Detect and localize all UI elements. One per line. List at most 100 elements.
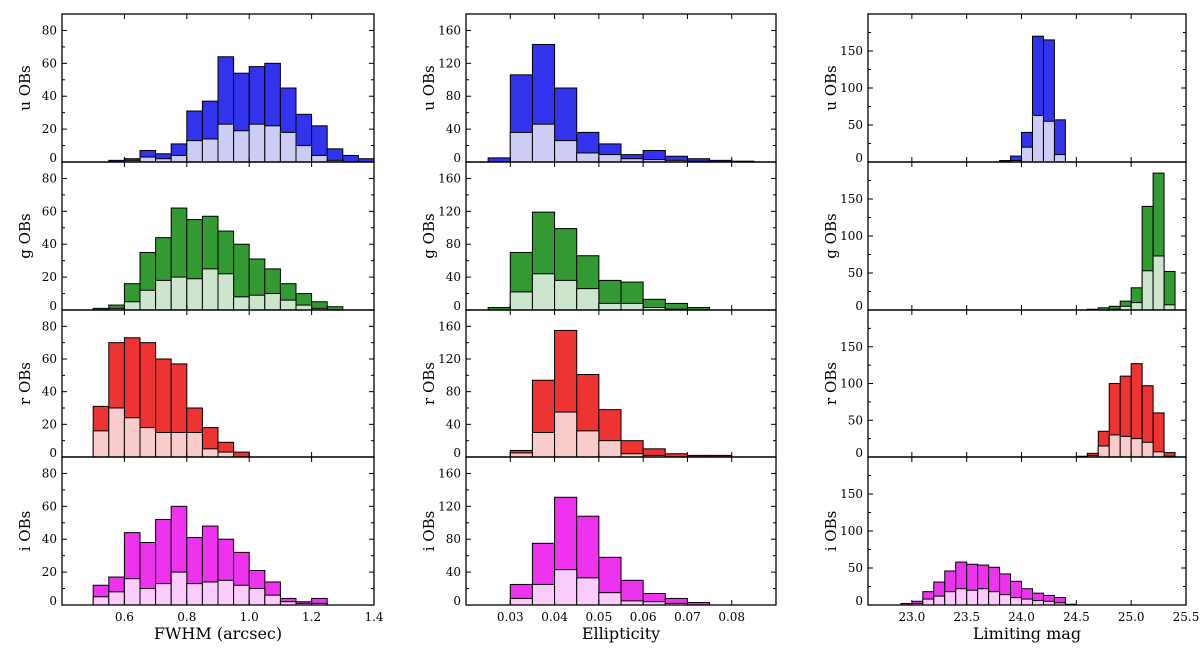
y-tick-label: 50 bbox=[848, 266, 863, 280]
y-axis-label: r OBs bbox=[16, 362, 34, 405]
bar-subset bbox=[155, 432, 172, 458]
panel-u-1: 0 20 40 60 80 u OBs bbox=[16, 13, 375, 165]
y-tick-label: 0 bbox=[453, 446, 461, 460]
y-tick-label: 20 bbox=[42, 270, 57, 284]
bar-subset bbox=[123, 578, 141, 606]
panel-u-2: 0 40 80 120 160 u OBs bbox=[420, 13, 777, 165]
y-tick-label: 80 bbox=[446, 532, 461, 546]
x-tick-label: 25.5 bbox=[1173, 610, 1200, 624]
bar-subset bbox=[509, 291, 533, 311]
y-tick-label: 60 bbox=[42, 352, 57, 366]
y-tick-label: 160 bbox=[438, 466, 461, 480]
panel-g-2: 0 40 80 120 160 g OBs bbox=[420, 161, 777, 313]
panel-i-2: 0 40 80 120 160 i OBs bbox=[420, 456, 777, 608]
bar-subset bbox=[1141, 441, 1154, 458]
y-tick-label: 120 bbox=[438, 56, 461, 70]
bar-subset bbox=[108, 407, 125, 458]
bar-subset bbox=[1130, 438, 1143, 458]
bar-subset bbox=[279, 299, 297, 311]
y-tick-label: 0 bbox=[855, 446, 863, 460]
bar-subset bbox=[1108, 434, 1121, 458]
y-axis-label: i OBs bbox=[822, 511, 840, 552]
bar-subset bbox=[988, 591, 1001, 606]
bar-subset bbox=[217, 579, 235, 606]
x-tick-label: 25.0 bbox=[1118, 610, 1145, 624]
bar-total bbox=[1163, 271, 1176, 311]
x-tick-label: 0.8 bbox=[177, 610, 196, 624]
x-tick-label: 0.04 bbox=[541, 610, 568, 624]
y-tick-label: 20 bbox=[42, 122, 57, 136]
x-tick-label: 0.07 bbox=[674, 610, 701, 624]
x-axis-label: Limiting mag bbox=[973, 624, 1081, 643]
bar-subset bbox=[1010, 597, 1023, 606]
y-axis-label: g OBs bbox=[822, 213, 840, 258]
y-tick-label: 60 bbox=[42, 56, 57, 70]
bar-subset bbox=[598, 592, 622, 606]
y-tick-label: 80 bbox=[42, 466, 57, 480]
bar-subset bbox=[944, 591, 957, 606]
bar-subset bbox=[1021, 598, 1033, 606]
y-tick-label: 0 bbox=[855, 151, 863, 165]
bar-subset bbox=[1042, 120, 1055, 163]
bar-subset bbox=[264, 293, 281, 311]
x-tick-label: 24.0 bbox=[1008, 610, 1035, 624]
x-axis-label: FWHM (arcsec) bbox=[154, 624, 282, 643]
bar-subset bbox=[922, 598, 935, 606]
bar-subset bbox=[576, 288, 600, 311]
panel-r-2: 0 40 80 120 160 r OBs bbox=[420, 309, 777, 460]
bar-subset bbox=[1130, 302, 1143, 311]
bar-subset bbox=[264, 125, 281, 163]
y-axis-label: r OBs bbox=[420, 362, 438, 405]
bar-subset bbox=[966, 589, 979, 606]
bar-subset bbox=[1021, 146, 1033, 163]
bar-subset bbox=[554, 279, 578, 311]
bar-subset bbox=[139, 588, 157, 606]
bar-subset bbox=[139, 289, 157, 311]
bar-subset bbox=[554, 569, 578, 606]
bar-subset bbox=[999, 594, 1012, 606]
y-tick-label: 80 bbox=[446, 385, 461, 399]
x-tick-label: 23.0 bbox=[899, 610, 926, 624]
bar-subset bbox=[1119, 435, 1132, 458]
x-tick-label: 0.06 bbox=[630, 610, 657, 624]
y-tick-label: 40 bbox=[446, 565, 461, 579]
x-axis-label: Ellipticity bbox=[582, 624, 660, 643]
bar-subset bbox=[217, 123, 235, 163]
bar-subset bbox=[1031, 114, 1044, 163]
y-tick-label: 0 bbox=[453, 594, 461, 608]
y-tick-label: 60 bbox=[42, 499, 57, 513]
bar-subset bbox=[509, 131, 533, 163]
panel-r-1: 0 20 40 60 80 r OBs bbox=[16, 309, 375, 460]
y-tick-label: 100 bbox=[840, 524, 863, 538]
y-tick-label: 0 bbox=[453, 299, 461, 313]
bar-subset bbox=[531, 583, 556, 606]
panel-frame bbox=[465, 456, 777, 606]
bar-subset bbox=[531, 432, 556, 458]
bar-subset bbox=[186, 583, 203, 606]
bar-subset bbox=[170, 276, 188, 311]
bar-subset bbox=[186, 140, 203, 163]
y-tick-label: 160 bbox=[438, 319, 461, 333]
bar-subset bbox=[92, 596, 110, 606]
bar-subset bbox=[170, 432, 188, 458]
y-tick-label: 100 bbox=[840, 377, 863, 391]
bar-subset bbox=[1141, 270, 1154, 311]
y-tick-label: 20 bbox=[42, 417, 57, 431]
y-axis-label: r OBs bbox=[822, 362, 840, 405]
bar-subset bbox=[977, 588, 990, 606]
y-tick-label: 40 bbox=[42, 532, 57, 546]
bar-subset bbox=[139, 156, 157, 163]
bar-subset bbox=[554, 140, 578, 163]
y-tick-label: 160 bbox=[438, 23, 461, 37]
bar-subset bbox=[955, 588, 968, 606]
y-tick-label: 80 bbox=[42, 171, 57, 185]
y-tick-label: 50 bbox=[848, 118, 863, 132]
bar-total bbox=[1152, 412, 1165, 458]
y-tick-label: 50 bbox=[848, 561, 863, 575]
y-tick-label: 100 bbox=[840, 81, 863, 95]
bar-subset bbox=[554, 411, 578, 458]
panel-frame bbox=[61, 456, 375, 606]
bar-subset bbox=[201, 448, 219, 458]
x-tick-label: 0.08 bbox=[718, 610, 745, 624]
bar-subset bbox=[295, 304, 313, 311]
